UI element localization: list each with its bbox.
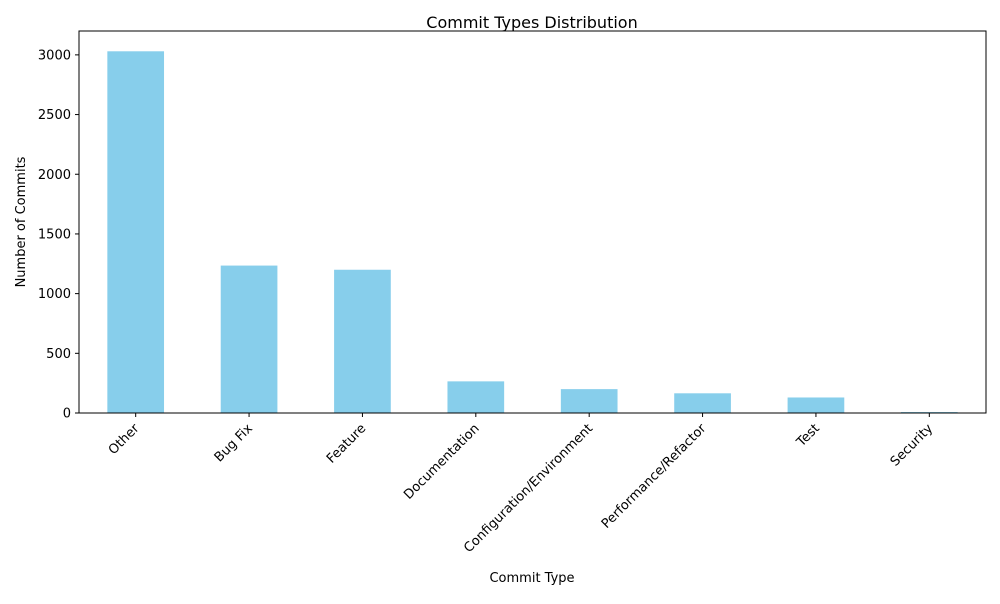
y-tick-label: 1500 — [38, 227, 71, 242]
bar — [334, 269, 391, 413]
y-tick-label: 1000 — [38, 287, 71, 302]
chart-title: Commit Types Distribution — [426, 13, 637, 32]
x-tick-label: Feature — [324, 421, 369, 466]
bar — [787, 397, 845, 413]
x-tick-label: Performance/Refactor — [599, 421, 710, 532]
y-axis: 0 500 1000 1500 2000 2500 3000 — [38, 48, 79, 422]
y-tick-label: 0 — [63, 407, 71, 422]
x-tick-label: Bug Fix — [212, 421, 256, 465]
bar — [560, 389, 618, 413]
bar — [447, 381, 505, 413]
y-axis-label: Number of Commits — [14, 156, 29, 287]
y-tick-label: 500 — [46, 347, 71, 362]
y-tick-label: 3000 — [38, 48, 71, 63]
x-axis-label: Commit Type — [489, 571, 574, 586]
x-tick-label: Documentation — [401, 421, 482, 502]
bar — [220, 265, 278, 413]
bar — [674, 393, 731, 413]
x-axis: Other Bug Fix Feature DocumentationConfigur… — [106, 413, 937, 556]
x-tick-label: Configuration/Environment — [461, 421, 596, 556]
y-tick-label: 2500 — [38, 108, 71, 123]
y-tick-label: 2000 — [38, 168, 71, 183]
plot-frame — [78, 30, 987, 414]
bars-group — [107, 51, 958, 413]
bar — [107, 51, 165, 413]
x-tick-label: Other — [106, 421, 143, 458]
x-tick-label: Test — [793, 421, 822, 450]
x-tick-label: Security — [888, 421, 937, 470]
